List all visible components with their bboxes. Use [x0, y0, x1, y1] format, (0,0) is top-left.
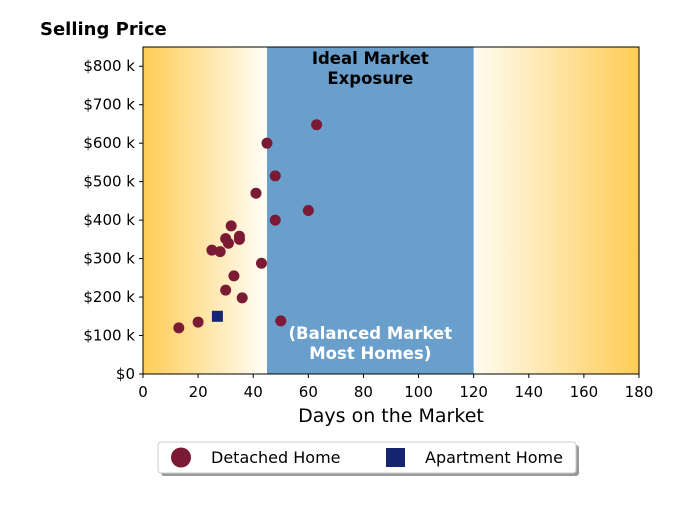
x-tick-label: 180 [625, 383, 654, 401]
detached-home-point [302, 205, 314, 216]
legend-label-detached: Detached Home [211, 448, 341, 467]
y-tick-label: $600 k [83, 134, 135, 152]
legend-box [157, 441, 577, 474]
detached-home-point [228, 270, 240, 282]
band-label-top: Ideal Market Exposure [312, 49, 429, 88]
detached-home-point [311, 119, 323, 131]
x-tick-label: 140 [514, 383, 543, 401]
data-points [173, 119, 323, 334]
x-tick-label: 60 [299, 383, 318, 401]
x-tick-label: 20 [189, 383, 208, 401]
detached-home-point [233, 233, 245, 245]
x-tick-label: 100 [404, 383, 433, 401]
detached-home-point [261, 137, 273, 149]
band-label-bottom: (Balanced Market Most Homes) [289, 324, 453, 363]
detached-home-point [236, 292, 248, 304]
legend: Detached Home Apartment Home [157, 441, 579, 476]
y-tick-label: $400 k [83, 211, 135, 229]
y-tick-label: $200 k [83, 288, 135, 306]
plot-frame [142, 46, 640, 375]
detached-home-point [269, 214, 281, 226]
y-tick-label: $100 k [83, 327, 135, 345]
detached-home-point [173, 322, 185, 334]
detached-home-point [255, 257, 267, 269]
x-tick-label: 40 [244, 383, 263, 401]
legend-marker-apartment [386, 448, 405, 467]
detached-home-point [220, 284, 232, 296]
x-tick-label: 160 [570, 383, 599, 401]
apartment-home-point [211, 310, 223, 322]
detached-home-point [275, 315, 287, 327]
x-tick-label: 120 [459, 383, 488, 401]
detached-home-point [225, 220, 237, 232]
ideal-market-band: Ideal Market Exposure (Balanced Market Most… [267, 47, 474, 374]
detached-home-point [192, 316, 204, 328]
chart-title: Selling Price [40, 19, 167, 40]
y-tick-label: $500 k [83, 173, 135, 191]
y-tick-label: $800 k [83, 57, 135, 75]
y-tick-label: $700 k [83, 96, 135, 114]
detached-home-point [269, 170, 281, 182]
legend-label-apartment: Apartment Home [425, 448, 563, 467]
y-axis: $0 $100 k $200 k $300 k $400 k $500 k $600 k $7… [83, 57, 143, 383]
detached-home-point [222, 237, 234, 249]
x-axis: 0 20 40 60 80 100 120 140 160 180 [138, 374, 653, 401]
detached-home-point [250, 187, 262, 199]
band-rect [267, 47, 474, 374]
x-tick-label: 80 [354, 383, 373, 401]
detached-home-point [214, 246, 226, 258]
detached-home-point [206, 244, 218, 256]
x-axis-title: Days on the Market [298, 405, 484, 427]
x-tick-label: 0 [138, 383, 148, 401]
y-tick-label: $0 [116, 365, 135, 383]
y-tick-label: $300 k [83, 250, 135, 268]
legend-marker-detached [171, 447, 191, 468]
